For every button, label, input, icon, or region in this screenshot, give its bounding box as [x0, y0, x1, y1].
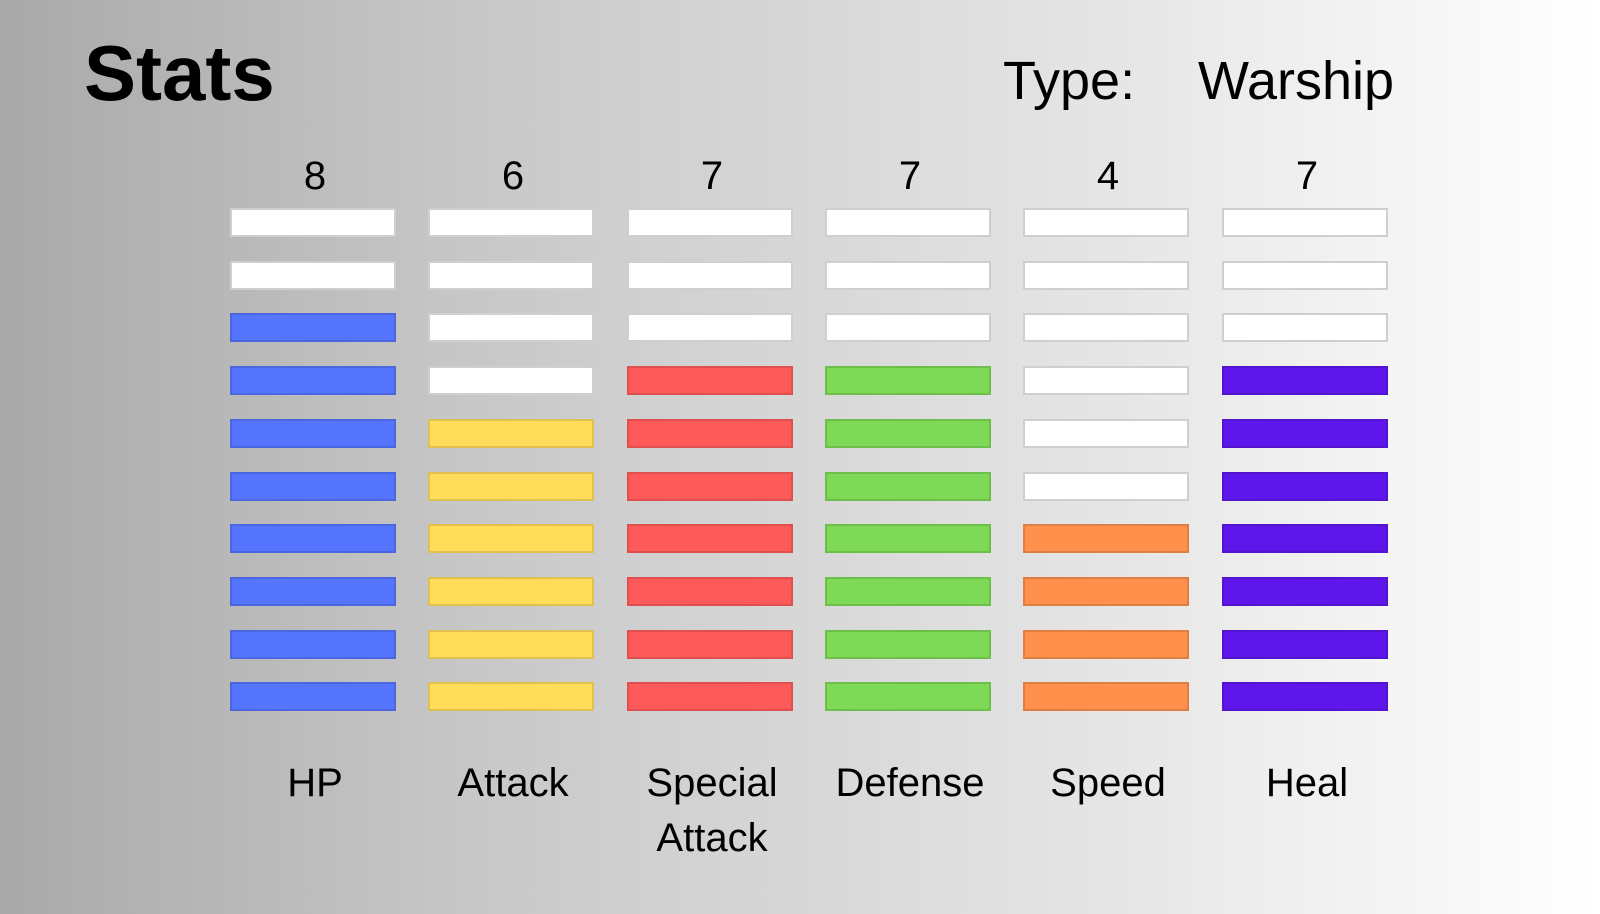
stat-segment-empty: [1023, 366, 1189, 396]
stat-segment-empty: [1023, 260, 1189, 290]
stat-value-label: 4: [1096, 154, 1120, 198]
stat-segment-empty: [1222, 208, 1388, 237]
stat-segment-filled: [825, 366, 991, 396]
stat-segment-filled: [428, 682, 594, 712]
type-label: Type:: [1003, 51, 1136, 111]
stat-segment-filled: [230, 629, 396, 659]
stat-segment-empty: [627, 313, 793, 343]
stat-segment-empty: [1023, 471, 1189, 501]
stat-segment-filled: [1222, 418, 1388, 448]
stat-segment-filled: [230, 524, 396, 554]
stat-value-label: 6: [501, 154, 525, 198]
stat-category-label: HP: [287, 761, 343, 805]
stat-segment-filled: [428, 471, 594, 501]
stat-segment-filled: [627, 629, 793, 659]
stat-segment-empty: [1222, 313, 1388, 343]
stat-segment-empty: [428, 366, 594, 396]
stat-segment-filled: [1023, 629, 1189, 659]
stat-segment-empty: [1023, 313, 1189, 343]
stat-segment-filled: [1023, 682, 1189, 712]
stat-segment-filled: [627, 471, 793, 501]
type-value: Warship: [1198, 51, 1395, 111]
stat-segment-filled: [230, 471, 396, 501]
stat-segment-empty: [1023, 418, 1189, 448]
stat-value-label: 7: [1295, 154, 1319, 198]
stat-segment-filled: [825, 682, 991, 712]
stat-category-label: Special Attack: [646, 761, 778, 860]
stat-segment-empty: [825, 208, 991, 237]
stat-segment-filled: [627, 366, 793, 396]
stat-segment-empty: [230, 208, 396, 237]
stat-segment-filled: [825, 524, 991, 554]
stat-segment-empty: [825, 313, 991, 343]
stat-segment-filled: [825, 629, 991, 659]
stat-category-label: Speed: [1050, 761, 1166, 805]
stat-segment-empty: [428, 208, 594, 237]
stat-segment-empty: [428, 260, 594, 290]
stat-segment-filled: [428, 524, 594, 554]
stat-category-label: Defense: [835, 761, 985, 805]
stat-segment-empty: [1023, 208, 1189, 237]
stat-segment-filled: [627, 576, 793, 606]
stat-segment-empty: [627, 208, 793, 237]
stat-segment-filled: [1023, 576, 1189, 606]
stat-segment-empty: [825, 260, 991, 290]
stat-category-label: Attack: [457, 761, 569, 805]
stat-value-label: 7: [898, 154, 922, 198]
stat-segment-filled: [1222, 682, 1388, 712]
stat-segment-empty: [627, 260, 793, 290]
stat-segment-filled: [627, 418, 793, 448]
stat-segment-filled: [230, 418, 396, 448]
stat-segment-filled: [1222, 629, 1388, 659]
stat-segment-filled: [1222, 576, 1388, 606]
stat-segment-filled: [1222, 471, 1388, 501]
stat-segment-empty: [230, 260, 396, 290]
stat-segment-filled: [1023, 524, 1189, 554]
stat-value-label: 7: [700, 154, 724, 198]
stat-segment-filled: [825, 576, 991, 606]
stat-segment-empty: [1222, 260, 1388, 290]
stat-value-label: 8: [303, 154, 327, 198]
stat-segment-filled: [428, 418, 594, 448]
stat-segment-filled: [1222, 524, 1388, 554]
stat-segment-filled: [428, 629, 594, 659]
stat-segment-filled: [230, 682, 396, 712]
stat-segment-filled: [230, 313, 396, 343]
stat-category-label: Heal: [1265, 761, 1349, 805]
stat-segment-filled: [1222, 366, 1388, 396]
stat-segment-empty: [428, 313, 594, 343]
stat-segment-filled: [825, 418, 991, 448]
stat-segment-filled: [627, 524, 793, 554]
stat-segment-filled: [230, 576, 396, 606]
page-title: Stats: [84, 29, 275, 117]
stat-segment-filled: [428, 576, 594, 606]
stat-segment-filled: [627, 682, 793, 712]
stat-segment-filled: [825, 471, 991, 501]
stat-segment-filled: [230, 366, 396, 396]
